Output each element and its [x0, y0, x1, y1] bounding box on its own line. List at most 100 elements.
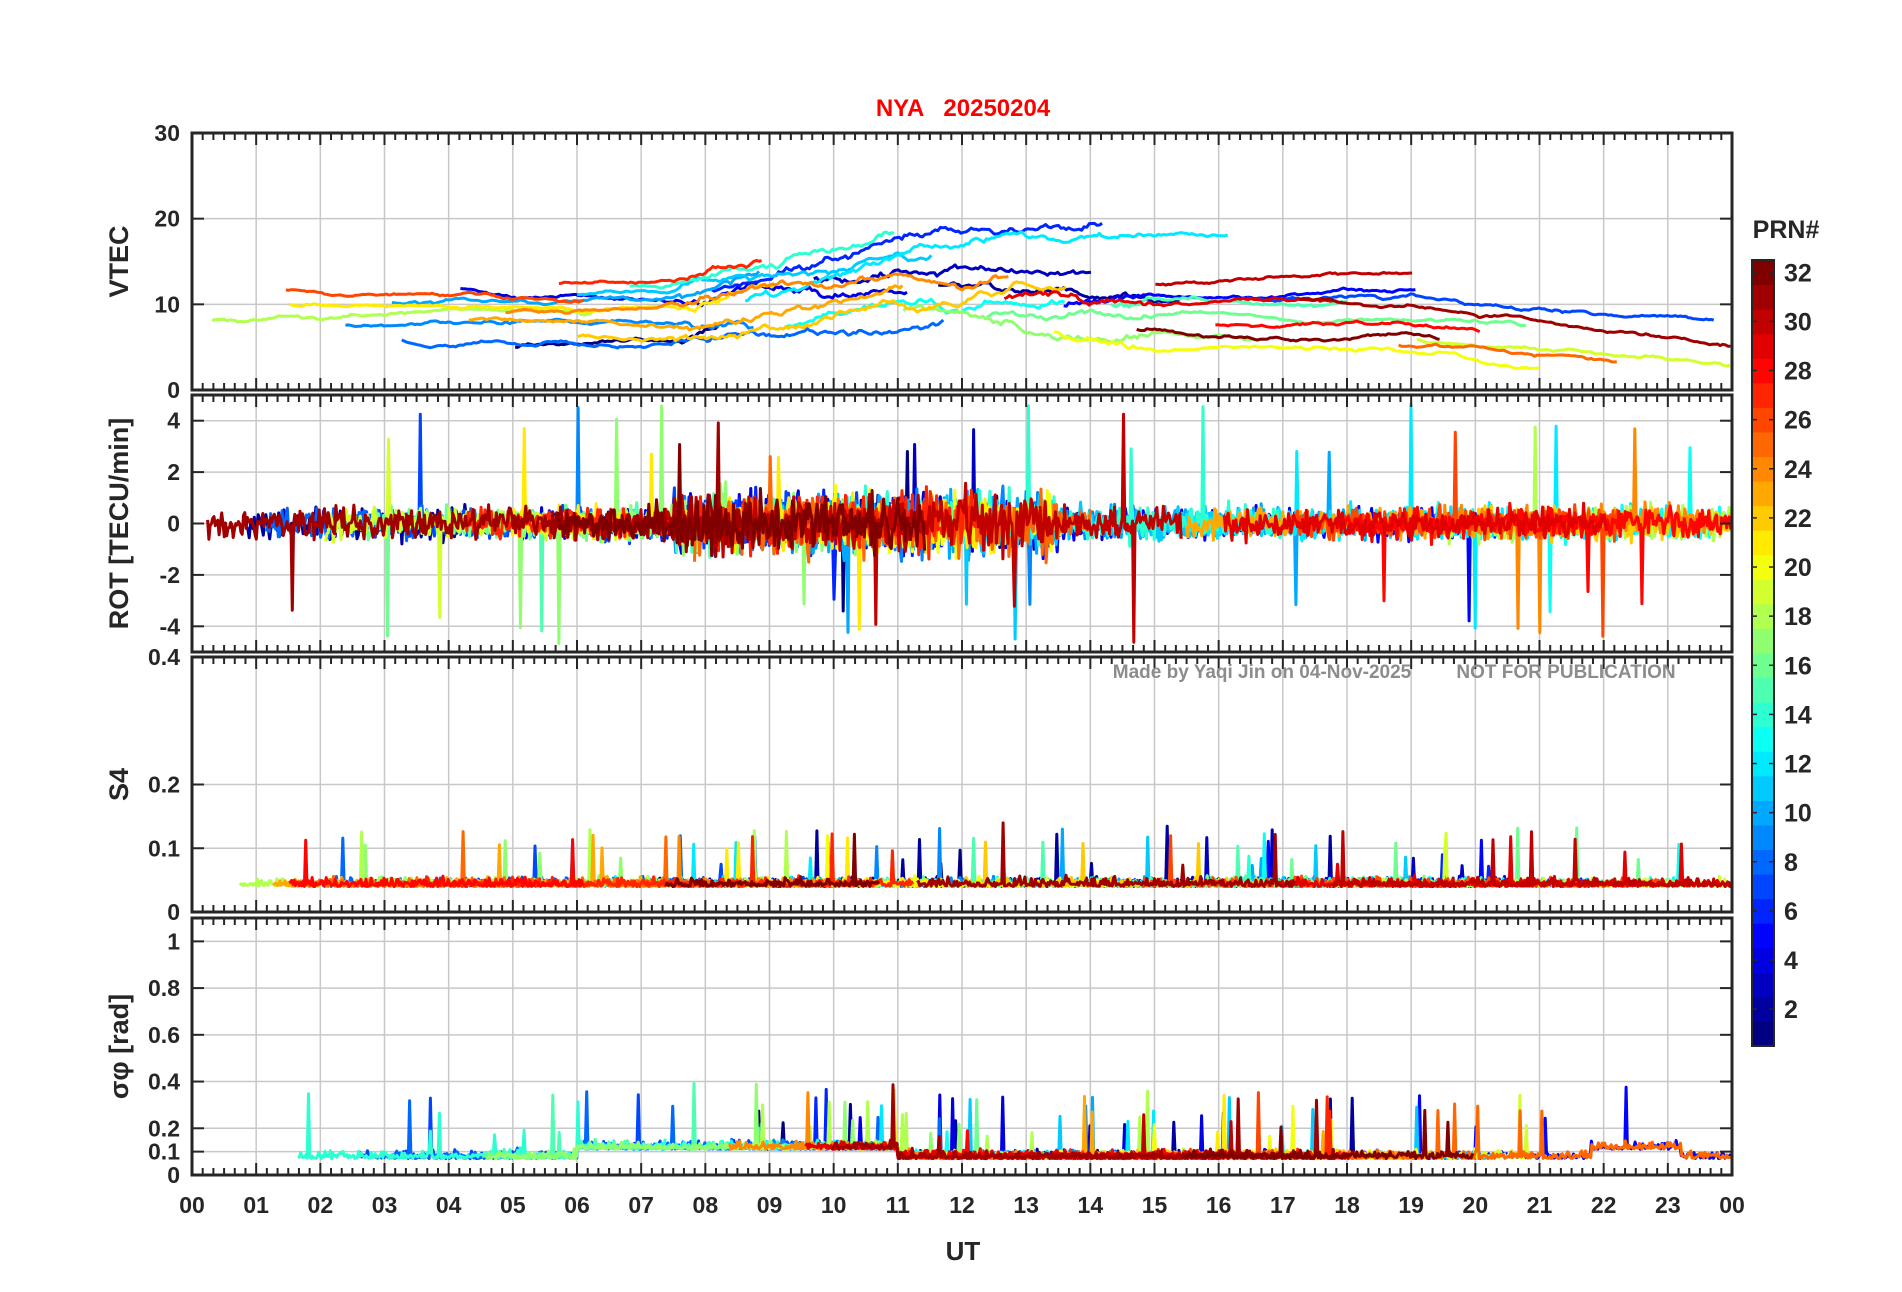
x-tick-label: 07 [628, 1192, 654, 1218]
series-prn-32 [556, 443, 927, 558]
colorbar-swatch [1752, 923, 1774, 949]
colorbar-tick-label: 30 [1784, 308, 1812, 336]
x-tick-label: 11 [886, 1192, 911, 1218]
watermark: Made by Yaqi Jin on 04-Nov-2025 NOT FOR … [1113, 662, 1676, 683]
y-tick-label: 0.2 [148, 772, 180, 798]
series-prn-7 [1246, 292, 1715, 322]
series-prn-8 [401, 318, 945, 350]
x-tick-label: 01 [243, 1192, 269, 1218]
colorbar-tick-label: 8 [1784, 849, 1798, 877]
x-tick-label: 12 [949, 1192, 975, 1218]
series-prn-19 [1416, 338, 1731, 368]
panel-4: 00.10.2 0.4 0.6 0.8 1 σφ [rad] [104, 916, 1734, 1188]
colorbar-tick-label: 22 [1784, 505, 1812, 533]
x-tick-label: 00 [179, 1192, 205, 1218]
series-prn-32 [664, 832, 881, 888]
colorbar-title: PRN# [1753, 216, 1820, 244]
chart-title: NYA 20250204 [876, 95, 1051, 122]
y-tick-label: 0.2 [148, 1115, 180, 1141]
series-prn-20 [1054, 330, 1540, 371]
x-tick-label: 17 [1270, 1192, 1296, 1218]
series-prn-28 [288, 838, 585, 888]
x-tick-label: 18 [1334, 1192, 1360, 1218]
colorbar-swatch [1752, 407, 1774, 433]
colorbar-tick-label: 32 [1784, 259, 1812, 287]
colorbar-swatch [1752, 456, 1774, 482]
x-axis-label: UT [946, 1236, 981, 1266]
x-tick-label: 20 [1463, 1192, 1489, 1218]
series-prn-29 [1003, 290, 1339, 308]
y-tick-label: 20 [154, 206, 180, 232]
series-prn-30 [1155, 270, 1413, 287]
x-tick-label: 16 [1206, 1192, 1232, 1218]
colorbar-swatch [1752, 849, 1774, 875]
y-tick-label: 4 [167, 408, 180, 434]
colorbar-swatch [1752, 309, 1774, 335]
y-tick-label: 0.1 [148, 1139, 180, 1165]
ticks-1: 0 10 20 30 [154, 120, 1733, 403]
colorbar-swatch [1752, 628, 1774, 654]
y-tick-label: 0 [167, 1162, 180, 1188]
colorbar-frame [1751, 259, 1775, 1047]
colorbar-tick-label: 24 [1784, 456, 1812, 484]
colorbar-swatch [1752, 481, 1774, 507]
series-prn-16 [986, 308, 1527, 328]
colorbar-swatch [1752, 653, 1774, 679]
series-prn-11 [576, 251, 933, 297]
series-prn-28 [1215, 319, 1481, 333]
colorbar-swatch [1752, 382, 1774, 408]
series-group-3 [238, 821, 1732, 888]
colorbar-swatch [1752, 751, 1774, 777]
series-prn-31 [916, 821, 1296, 888]
series-prn-14 [629, 230, 895, 290]
axes-box-1 [190, 131, 1734, 392]
series-prn-17 [902, 304, 1258, 344]
series-prn-27 [558, 258, 763, 286]
series-prn-12 [744, 230, 1229, 303]
colorbar-swatch [1752, 358, 1774, 384]
colorbar-tick-label: 28 [1784, 358, 1812, 386]
y-axis-label-1: VTEC [104, 225, 134, 297]
y-tick-label: 1 [167, 928, 180, 954]
series-prn-29 [1222, 501, 1609, 545]
colorbar-tick-label: 2 [1784, 996, 1798, 1024]
x-tick-label: 00 [1719, 1192, 1745, 1218]
panel-1: 0 10 20 30 VTEC [104, 120, 1734, 403]
colorbar-swatch [1752, 702, 1774, 728]
series-prn-30 [1331, 830, 1732, 888]
y-tick-label: 0.1 [148, 835, 180, 861]
series-prn-32 [1136, 327, 1440, 343]
x-tick-label: 06 [564, 1192, 590, 1218]
y-tick-label: 2 [167, 459, 180, 485]
axes-box-4 [190, 916, 1734, 1177]
colorbar-swatch [1752, 530, 1774, 556]
y-tick-label: 0 [167, 377, 180, 403]
x-tick-label: 15 [1142, 1192, 1168, 1218]
grid-4 [191, 918, 1733, 1176]
series-prn-22 [577, 280, 1067, 343]
x-tick-label: 13 [1013, 1192, 1039, 1218]
colorbar-swatch [1752, 554, 1774, 580]
x-tick-label: 05 [500, 1192, 526, 1218]
colorbar-swatch [1752, 260, 1774, 286]
y-tick-label: 0 [167, 899, 180, 925]
colorbar-tick-label: 14 [1784, 701, 1812, 729]
panel-2: -4 -2 0 2 4 ROT [TECU/min] [104, 393, 1734, 654]
y-axis-label-3: S4 [104, 768, 134, 801]
colorbar-swatch [1752, 1021, 1774, 1047]
series-prn-3 [813, 263, 1092, 285]
colorbar-tick-label: 12 [1784, 751, 1812, 779]
series-prn-25 [1397, 342, 1617, 364]
colorbar-swatch [1752, 579, 1774, 605]
y-axis-label-2: ROT [TECU/min] [104, 418, 134, 629]
x-tick-label: 10 [821, 1192, 847, 1218]
axes-box-2 [190, 393, 1734, 654]
y-tick-label: 0 [167, 511, 180, 537]
colorbar-swatch [1752, 603, 1774, 629]
y-tick-label: 30 [154, 120, 180, 146]
series-prn-23 [468, 284, 904, 332]
colorbar-tick-label: 20 [1784, 554, 1812, 582]
colorbar-swatch [1752, 874, 1774, 900]
